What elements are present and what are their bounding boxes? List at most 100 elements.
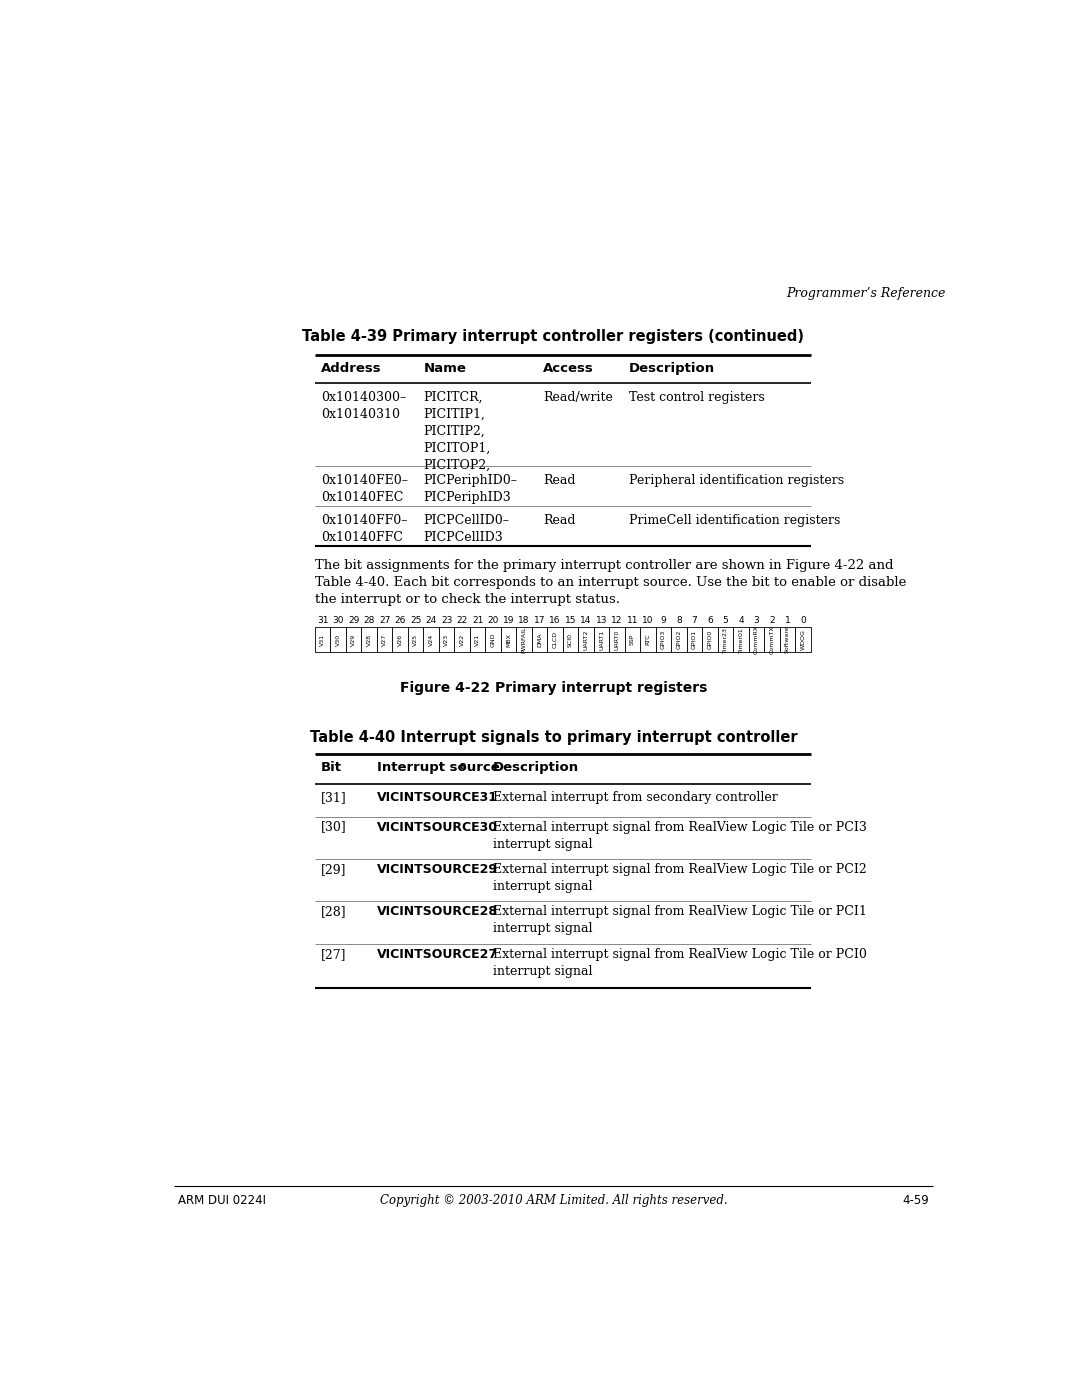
Bar	[563, 627, 578, 652]
Text: Read: Read	[543, 474, 576, 488]
Text: UART1: UART1	[599, 630, 604, 650]
Bar	[346, 627, 362, 652]
Text: External interrupt signal from RealView Logic Tile or PCI0
interrupt signal: External interrupt signal from RealView …	[494, 947, 867, 978]
Text: Description: Description	[629, 362, 715, 374]
Text: Software: Software	[785, 626, 791, 654]
Bar	[362, 627, 377, 652]
Text: MBX: MBX	[507, 633, 511, 647]
Text: 15: 15	[565, 616, 577, 624]
Bar	[780, 627, 795, 652]
Bar	[687, 627, 702, 652]
Text: 22: 22	[457, 616, 468, 624]
Text: 10: 10	[643, 616, 653, 624]
Text: 26: 26	[394, 616, 406, 624]
Text: V24: V24	[429, 633, 433, 645]
Text: CommRX: CommRX	[754, 624, 759, 654]
Text: a: a	[460, 760, 467, 771]
Text: Timer23: Timer23	[723, 627, 728, 652]
Text: DMA: DMA	[537, 633, 542, 647]
Text: 31: 31	[316, 616, 328, 624]
Bar	[733, 627, 748, 652]
Text: 8: 8	[676, 616, 681, 624]
Text: GPIO2: GPIO2	[676, 630, 681, 650]
Bar	[718, 627, 733, 652]
Text: Copyright © 2003-2010 ARM Limited. All rights reserved.: Copyright © 2003-2010 ARM Limited. All r…	[380, 1194, 727, 1207]
Text: PICITCR,
PICITIP1,
PICITIP2,
PICITOP1,
PICITOP2,: PICITCR, PICITIP1, PICITIP2, PICITOP1, P…	[423, 391, 490, 472]
Text: PWRFAIL: PWRFAIL	[522, 626, 527, 652]
Text: V21: V21	[475, 634, 480, 645]
Text: RTC: RTC	[646, 634, 650, 645]
Text: 28: 28	[363, 616, 375, 624]
Text: 0x10140300–
0x10140310: 0x10140300– 0x10140310	[321, 391, 406, 420]
Text: 0: 0	[800, 616, 806, 624]
Text: PICPeriphID0–
PICPeriphID3: PICPeriphID0– PICPeriphID3	[423, 474, 517, 504]
Text: VICINTSOURCE31: VICINTSOURCE31	[377, 791, 498, 805]
Text: Read: Read	[543, 514, 576, 527]
Text: 14: 14	[580, 616, 592, 624]
Text: 0x10140FF0–
0x10140FFC: 0x10140FF0– 0x10140FFC	[321, 514, 407, 545]
Text: Bit: Bit	[321, 760, 342, 774]
Text: Table 4-39 Primary interrupt controller registers (continued): Table 4-39 Primary interrupt controller …	[302, 330, 805, 344]
Text: V26: V26	[397, 634, 403, 645]
Text: 0x10140FE0–
0x10140FEC: 0x10140FE0– 0x10140FEC	[321, 474, 408, 504]
Text: 4-59: 4-59	[903, 1194, 930, 1207]
Text: 29: 29	[348, 616, 360, 624]
Text: V30: V30	[336, 634, 340, 645]
Text: Read/write: Read/write	[543, 391, 613, 404]
Text: 4: 4	[739, 616, 744, 624]
Bar	[625, 627, 640, 652]
Text: 25: 25	[410, 616, 421, 624]
Text: SCI0: SCI0	[568, 633, 573, 647]
Text: Test control registers: Test control registers	[629, 391, 765, 404]
Text: Interrupt source: Interrupt source	[377, 760, 500, 774]
Bar	[438, 627, 455, 652]
Text: 21: 21	[472, 616, 483, 624]
Text: SSP: SSP	[630, 634, 635, 645]
Text: UART0: UART0	[615, 630, 620, 650]
Text: GND: GND	[490, 633, 496, 647]
Bar	[594, 627, 609, 652]
Text: 7: 7	[691, 616, 698, 624]
Text: 2: 2	[769, 616, 774, 624]
Bar	[470, 627, 485, 652]
Text: ARM DUI 0224I: ARM DUI 0224I	[177, 1194, 266, 1207]
Text: [27]: [27]	[321, 947, 347, 961]
Text: 19: 19	[503, 616, 514, 624]
Text: 23: 23	[441, 616, 453, 624]
Bar	[748, 627, 765, 652]
Bar	[408, 627, 423, 652]
Bar	[485, 627, 501, 652]
Bar	[531, 627, 548, 652]
Text: V31: V31	[320, 634, 325, 645]
Text: External interrupt signal from RealView Logic Tile or PCI2
interrupt signal: External interrupt signal from RealView …	[494, 863, 867, 893]
Text: [30]: [30]	[321, 820, 347, 834]
Text: 1: 1	[785, 616, 791, 624]
Bar	[423, 627, 438, 652]
Text: VICINTSOURCE29: VICINTSOURCE29	[377, 863, 498, 876]
Text: PICPCellID0–
PICPCellID3: PICPCellID0– PICPCellID3	[423, 514, 510, 545]
Bar	[765, 627, 780, 652]
Bar	[578, 627, 594, 652]
Text: CommTX: CommTX	[770, 626, 774, 654]
Text: Programmer’s Reference: Programmer’s Reference	[786, 286, 945, 300]
Text: V29: V29	[351, 633, 356, 645]
Text: GPIO0: GPIO0	[707, 630, 713, 650]
Text: 6: 6	[707, 616, 713, 624]
Text: Peripheral identification registers: Peripheral identification registers	[629, 474, 843, 488]
Text: Address: Address	[321, 362, 381, 374]
Bar	[330, 627, 346, 652]
Text: V22: V22	[460, 633, 464, 645]
Bar	[548, 627, 563, 652]
Text: 16: 16	[550, 616, 561, 624]
Text: 17: 17	[534, 616, 545, 624]
Text: 20: 20	[487, 616, 499, 624]
Text: [28]: [28]	[321, 905, 347, 918]
Text: 11: 11	[626, 616, 638, 624]
Text: VICINTSOURCE30: VICINTSOURCE30	[377, 820, 498, 834]
Bar	[516, 627, 531, 652]
Bar	[672, 627, 687, 652]
Text: UART2: UART2	[583, 630, 589, 650]
Bar	[392, 627, 408, 652]
Bar	[656, 627, 672, 652]
Bar	[501, 627, 516, 652]
